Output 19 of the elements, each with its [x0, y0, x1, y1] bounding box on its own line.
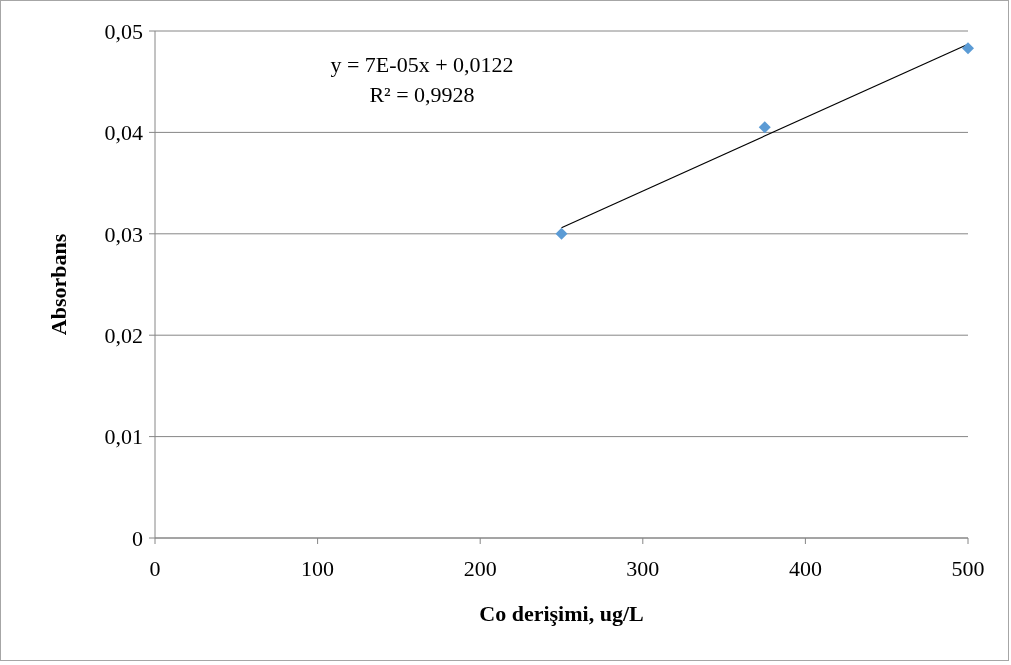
point: [758, 121, 771, 134]
x-tick-label: 200: [463, 556, 497, 581]
y-tick-label: 0: [132, 525, 143, 551]
x-tick-label: 300: [626, 556, 660, 581]
y-tick-label: 0,05: [104, 18, 143, 44]
x-tick-label: 100: [301, 556, 335, 581]
annotation: R² = 0,9928: [369, 82, 475, 107]
point: [555, 227, 568, 240]
point: [962, 42, 974, 55]
x-tick-label: 400: [788, 556, 822, 581]
x-tick-label: 0: [149, 556, 161, 581]
x-tick-label: 500: [951, 556, 985, 581]
y-tick-label: 0,03: [104, 221, 143, 247]
y-tick-label: 0,04: [104, 120, 143, 146]
y-tick-label: 0,02: [104, 322, 143, 348]
y-tick-label: 0,01: [104, 424, 143, 450]
annotation: y = 7E-05x + 0,0122: [330, 52, 514, 77]
x-axis-title: Co derişimi, ug/L: [479, 601, 644, 626]
y-axis-title: Absorbans: [46, 233, 71, 336]
